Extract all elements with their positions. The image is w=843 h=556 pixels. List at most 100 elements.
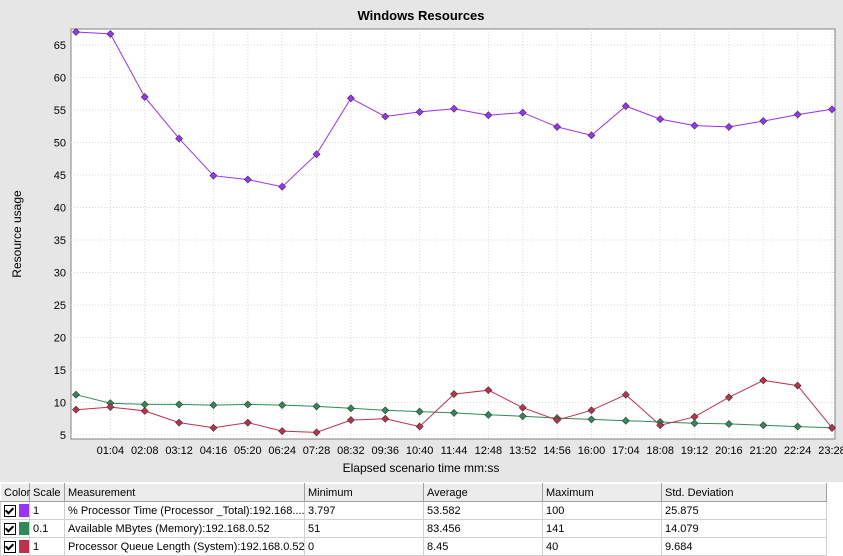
minimum-cell: 51	[304, 519, 424, 538]
scale-cell: 0.1	[29, 519, 65, 538]
data-point-marker	[140, 407, 149, 415]
data-point-marker	[381, 414, 390, 423]
x-tick-label: 03:12	[165, 445, 193, 457]
column-header-color[interactable]: Color	[0, 483, 30, 502]
x-axis-label: Elapsed scenario time mm:ss	[343, 461, 500, 475]
series-visible-checkbox[interactable]	[4, 522, 16, 535]
data-point-marker	[518, 108, 527, 117]
x-tick-label: 17:04	[612, 445, 640, 457]
data-point-marker	[793, 422, 802, 431]
x-tick-label: 13:52	[509, 445, 537, 457]
scale-cell: 1	[29, 501, 65, 520]
x-tick-label: 19:12	[681, 445, 709, 457]
color-swatch[interactable]	[19, 504, 29, 517]
legend-header-row: Color Scale Measurement Minimum Average …	[0, 483, 827, 502]
data-point-marker	[415, 407, 424, 416]
x-tick-label: 05:20	[234, 445, 262, 457]
data-point-marker	[518, 403, 527, 412]
chart-title: Windows Resources	[357, 8, 484, 23]
data-point-marker	[690, 419, 699, 428]
grid-layer	[71, 29, 835, 439]
data-point-marker	[243, 175, 252, 184]
y-tick-label: 45	[54, 170, 66, 182]
color-cell	[0, 501, 30, 520]
data-point-marker	[346, 94, 355, 103]
x-tick-label: 20:16	[715, 445, 743, 457]
y-tick-label: 30	[54, 268, 66, 280]
x-tick-label: 14:56	[543, 445, 571, 457]
x-tick-label: 10:40	[406, 445, 434, 457]
y-tick-label: 60	[54, 73, 66, 85]
data-point-marker	[140, 93, 149, 101]
data-point-marker	[243, 418, 252, 427]
column-header-std-deviation[interactable]: Std. Deviation	[661, 483, 827, 502]
data-point-marker	[72, 28, 80, 36]
data-point-marker	[553, 416, 562, 424]
data-point-marker	[72, 390, 80, 399]
std-deviation-cell: 9.684	[661, 537, 827, 556]
data-point-marker	[381, 406, 390, 415]
maximum-cell: 141	[542, 519, 662, 538]
y-tick-label: 35	[54, 235, 66, 247]
x-tick-label: 04:16	[200, 445, 228, 457]
data-point-marker	[724, 393, 733, 402]
data-point-marker	[72, 405, 80, 414]
x-tick-label: 22:24	[784, 445, 812, 457]
data-point-marker	[209, 423, 218, 432]
data-point-marker	[553, 122, 562, 131]
measurement-cell: Available MBytes (Memory):192.168.0.52	[64, 519, 305, 538]
data-point-marker	[312, 402, 321, 411]
data-point-marker	[106, 403, 115, 411]
chart-panel: Windows Resources 5 10 15 20 25 30 35 40 45 50 55 6…	[0, 0, 843, 482]
std-deviation-cell: 25.875	[661, 501, 827, 520]
x-tick-label: 09:36	[372, 445, 400, 457]
legend-row[interactable]: 0.1 Available MBytes (Memory):192.168.0.…	[0, 519, 827, 538]
y-tick-label: 25	[54, 300, 66, 312]
series-visible-checkbox[interactable]	[4, 540, 16, 553]
data-point-marker	[209, 171, 218, 180]
y-tick-label: 15	[54, 365, 66, 377]
y-tick-label: 5	[60, 430, 66, 442]
data-point-marker	[278, 401, 287, 410]
data-point-marker	[175, 134, 184, 143]
y-tick-label: 65	[54, 40, 66, 52]
data-point-marker	[346, 416, 355, 424]
data-point-marker	[656, 421, 665, 430]
color-swatch[interactable]	[19, 540, 29, 553]
data-point-marker	[106, 30, 115, 38]
chart-svg: Windows Resources 5 10 15 20 25 30 35 40 45 50 55 6…	[10, 8, 843, 475]
x-tick-label: 23:28	[818, 445, 843, 457]
column-header-maximum[interactable]: Maximum	[542, 483, 662, 502]
y-tick-label: 55	[54, 105, 66, 117]
data-point-marker	[484, 111, 493, 120]
maximum-cell: 100	[542, 501, 662, 520]
data-point-marker	[724, 122, 733, 131]
series-layer	[72, 28, 836, 437]
column-header-average[interactable]: Average	[423, 483, 543, 502]
data-point-marker	[278, 182, 287, 191]
data-point-marker	[621, 416, 630, 425]
tick-layer: 5 10 15 20 25 30 35 40 45 50 55 60 65 01:04 02:08 03:12…	[54, 40, 843, 457]
data-point-marker	[793, 381, 802, 390]
data-point-marker	[278, 427, 287, 436]
data-point-marker	[415, 422, 424, 431]
column-header-measurement[interactable]: Measurement	[64, 483, 305, 502]
x-tick-label: 01:04	[97, 445, 125, 457]
measurement-cell: % Processor Time (Processor _Total):192.…	[64, 501, 305, 520]
x-tick-label: 11:44	[441, 445, 468, 457]
x-tick-label: 12:48	[475, 445, 503, 457]
data-point-marker	[243, 400, 252, 409]
data-point-marker	[759, 376, 768, 385]
data-point-marker	[518, 412, 527, 421]
series-visible-checkbox[interactable]	[4, 504, 16, 517]
color-swatch[interactable]	[19, 522, 29, 535]
column-header-minimum[interactable]: Minimum	[304, 483, 424, 502]
average-cell: 83.456	[423, 519, 543, 538]
column-header-scale[interactable]: Scale	[29, 483, 65, 502]
data-point-marker	[450, 408, 458, 417]
legend-row[interactable]: 1 % Processor Time (Processor _Total):19…	[0, 501, 827, 520]
average-cell: 53.582	[423, 501, 543, 520]
y-tick-label: 50	[54, 138, 66, 150]
data-point-marker	[690, 412, 699, 421]
data-point-marker	[175, 400, 184, 409]
